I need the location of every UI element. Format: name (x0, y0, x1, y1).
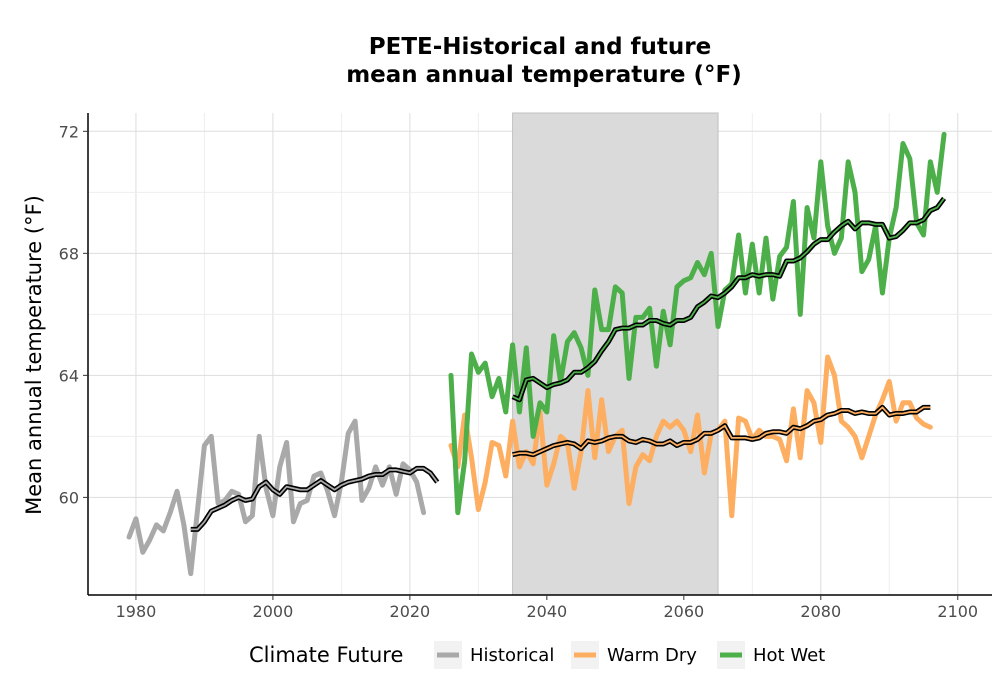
rolling-mean-core (190, 467, 438, 531)
chart-title-line-2: mean annual temperature (°F) (346, 62, 742, 88)
legend-item-hot-wet: Hot Wet (717, 641, 825, 669)
legend: Climate Future Historical Warm Dry Hot Wet (249, 641, 825, 669)
legend-label: Hot Wet (753, 645, 825, 666)
y-axis-label: Mean annual temperature (°F) (22, 195, 46, 515)
legend-item-historical: Historical (434, 641, 554, 669)
x-tick-label: 2000 (253, 602, 294, 621)
x-tick-labels: 1980 2000 2020 2040 2060 2080 2100 (116, 595, 978, 621)
x-tick-label: 2100 (937, 602, 978, 621)
series-line-hot-wet (448, 131, 947, 516)
x-tick-label: 1980 (116, 602, 157, 621)
series-line-warm-dry (448, 354, 933, 519)
legend-label: Historical (470, 645, 554, 666)
x-tick-label: 2020 (390, 602, 431, 621)
x-tick-label: 2040 (526, 602, 567, 621)
chart-title-line-1: PETE-Historical and future (369, 34, 711, 60)
y-tick-label: 60 (59, 488, 79, 507)
y-tick-label: 72 (59, 122, 79, 141)
future-period-shading (512, 112, 719, 596)
legend-title: Climate Future (249, 643, 403, 667)
legend-label: Warm Dry (607, 645, 697, 666)
series-layer (126, 131, 947, 577)
x-tick-label: 2080 (800, 602, 841, 621)
rolling-mean-core (512, 197, 945, 401)
y-tick-labels: 60 64 68 72 (59, 122, 88, 507)
axes (87, 113, 992, 596)
rolling-mean-core (512, 406, 931, 456)
y-tick-label: 64 (59, 366, 79, 385)
x-tick-label: 2060 (663, 602, 704, 621)
y-tick-label: 68 (59, 244, 79, 263)
legend-item-warm-dry: Warm Dry (571, 641, 697, 669)
